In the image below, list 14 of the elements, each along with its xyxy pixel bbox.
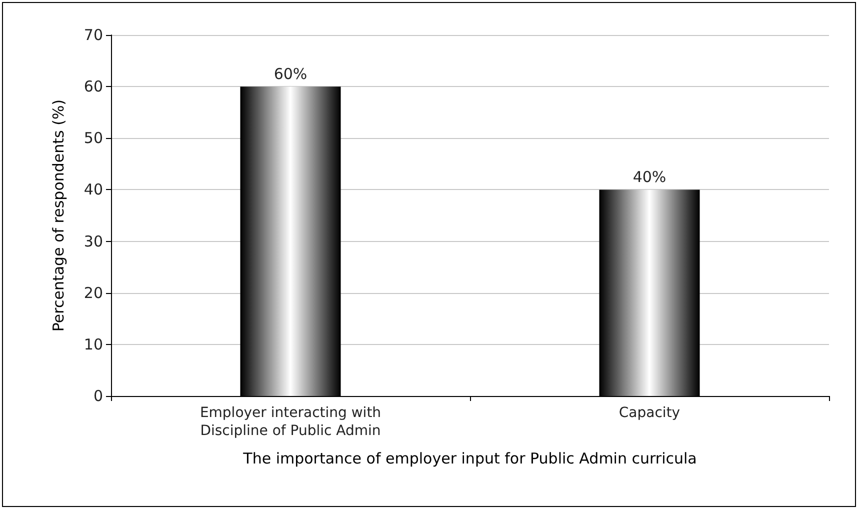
y-tick-label: 70 (84, 26, 103, 44)
y-tick-label: 60 (84, 78, 103, 96)
y-tick-label: 40 (84, 180, 103, 199)
y-tick-label: 50 (84, 129, 103, 148)
data-label: 60% (274, 65, 308, 84)
x-tick-label: Employer interacting with Discipline of Public Admin (200, 405, 382, 439)
y-axis-title: Percentage of respondents (%) (50, 99, 68, 332)
y-tick-label: 0 (93, 387, 103, 405)
data-label: 40% (632, 168, 666, 186)
y-tick-label: 10 (84, 335, 103, 354)
y-tick-label: 30 (84, 232, 103, 250)
x-tick-label: Capacity (618, 405, 680, 421)
x-axis-title: The importance of employer input for Public Admin curricula (242, 450, 697, 468)
y-tick-label: 20 (84, 284, 103, 302)
